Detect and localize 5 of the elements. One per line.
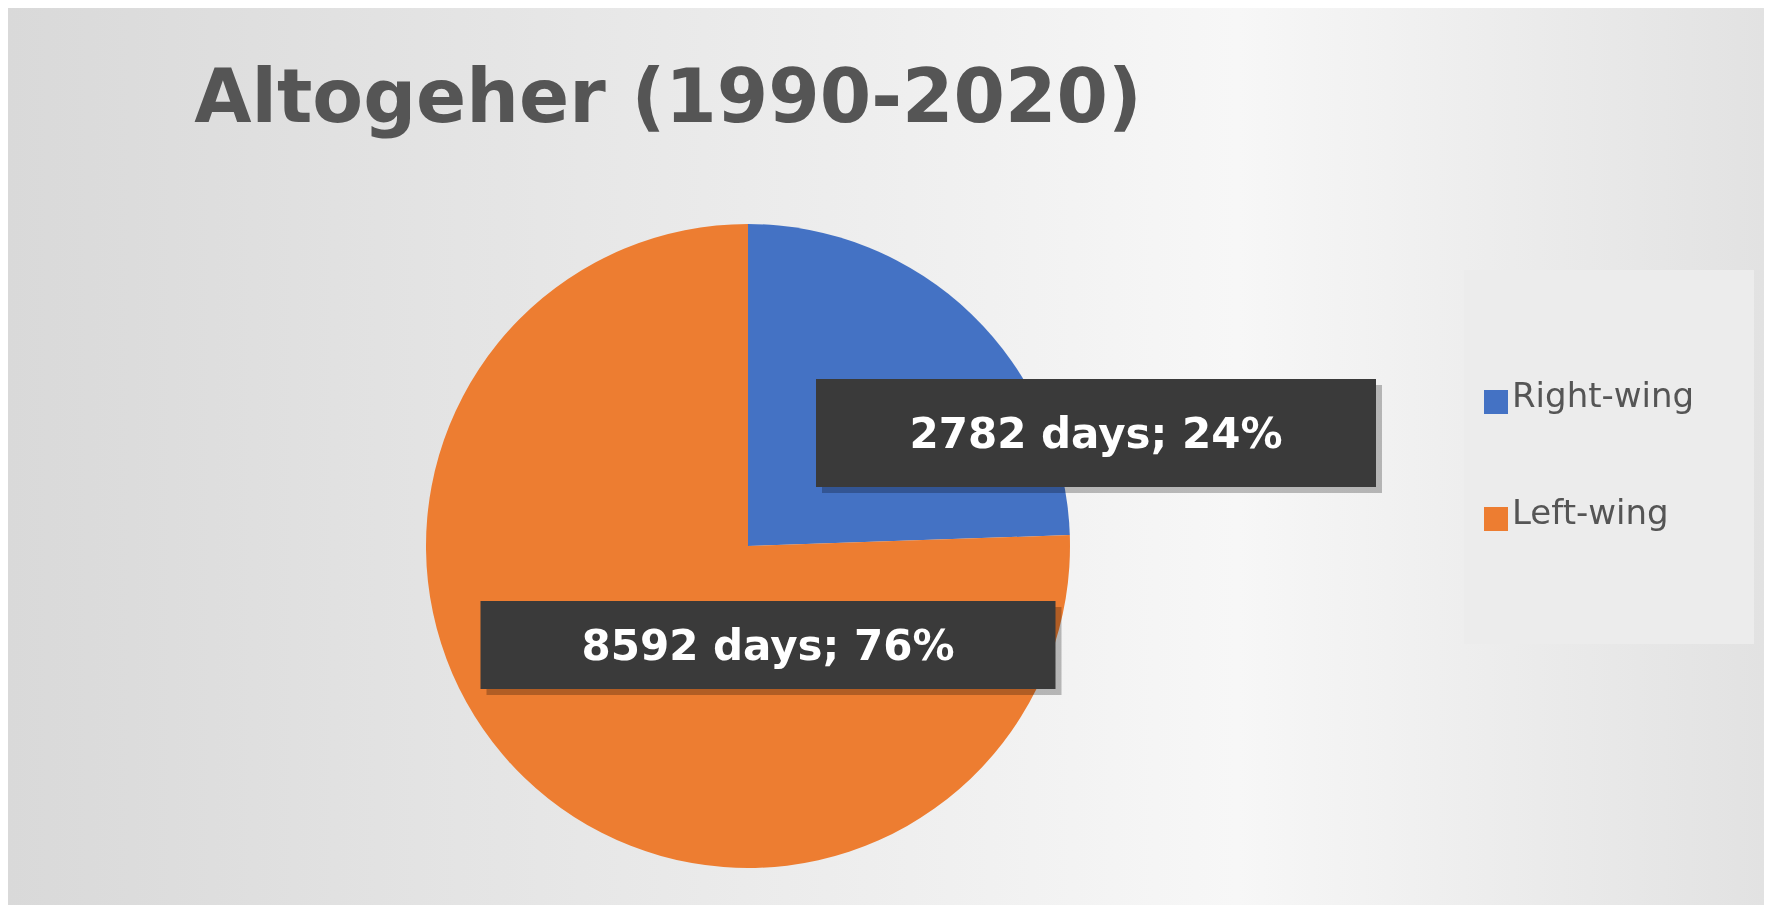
legend-label: Left-wing: [1512, 491, 1669, 532]
data-label: 8592 days; 76%: [581, 620, 955, 670]
legend-label: Right-wing: [1512, 374, 1695, 415]
data-label: 2782 days; 24%: [909, 408, 1283, 458]
chart-title: Altogeher (1990-2020): [193, 53, 1143, 139]
